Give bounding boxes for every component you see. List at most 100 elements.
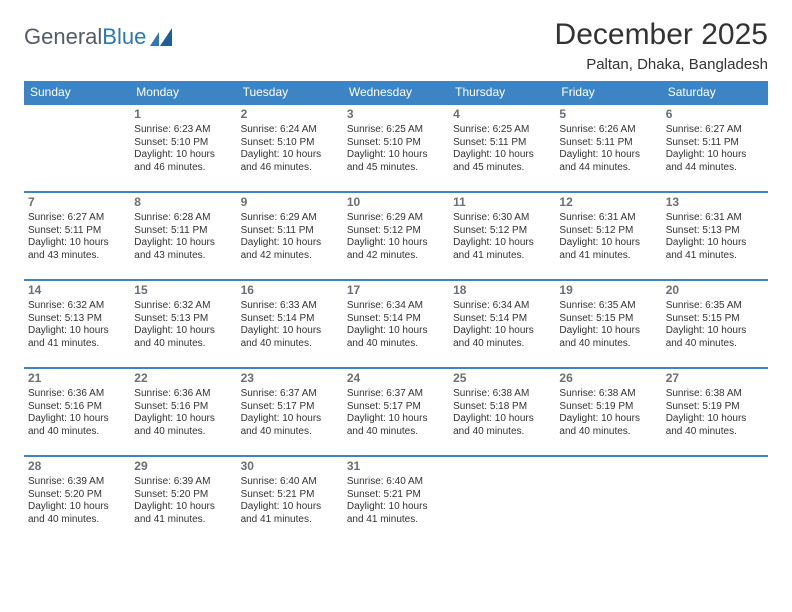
sunrise-text: Sunrise: 6:38 AM xyxy=(666,388,764,401)
daylight-text: Daylight: 10 hours and 40 minutes. xyxy=(134,413,232,438)
day-cell: 13Sunrise: 6:31 AMSunset: 5:13 PMDayligh… xyxy=(662,192,768,280)
sunrise-text: Sunrise: 6:32 AM xyxy=(28,300,126,313)
day-cell: 16Sunrise: 6:33 AMSunset: 5:14 PMDayligh… xyxy=(237,280,343,368)
sunset-text: Sunset: 5:11 PM xyxy=(28,225,126,238)
day-cell: 21Sunrise: 6:36 AMSunset: 5:16 PMDayligh… xyxy=(24,368,130,456)
week-row: 14Sunrise: 6:32 AMSunset: 5:13 PMDayligh… xyxy=(24,280,768,368)
day-number: 17 xyxy=(347,283,445,298)
brand-part1: General xyxy=(24,24,102,49)
daylight-text: Daylight: 10 hours and 40 minutes. xyxy=(666,413,764,438)
sunset-text: Sunset: 5:11 PM xyxy=(241,225,339,238)
sunrise-text: Sunrise: 6:39 AM xyxy=(134,476,232,489)
day-number: 16 xyxy=(241,283,339,298)
sunrise-text: Sunrise: 6:39 AM xyxy=(28,476,126,489)
day-cell: 29Sunrise: 6:39 AMSunset: 5:20 PMDayligh… xyxy=(130,456,236,543)
empty-cell xyxy=(555,456,661,543)
day-number: 18 xyxy=(453,283,551,298)
daylight-text: Daylight: 10 hours and 44 minutes. xyxy=(666,149,764,174)
title-block: December 2025 Paltan, Dhaka, Bangladesh xyxy=(555,18,768,73)
sunset-text: Sunset: 5:12 PM xyxy=(453,225,551,238)
day-cell: 17Sunrise: 6:34 AMSunset: 5:14 PMDayligh… xyxy=(343,280,449,368)
sunrise-text: Sunrise: 6:40 AM xyxy=(241,476,339,489)
sunset-text: Sunset: 5:20 PM xyxy=(28,489,126,502)
sunrise-text: Sunrise: 6:25 AM xyxy=(347,124,445,137)
sunset-text: Sunset: 5:19 PM xyxy=(666,401,764,414)
daylight-text: Daylight: 10 hours and 45 minutes. xyxy=(453,149,551,174)
week-row: 7Sunrise: 6:27 AMSunset: 5:11 PMDaylight… xyxy=(24,192,768,280)
calendar-table: SundayMondayTuesdayWednesdayThursdayFrid… xyxy=(24,81,768,543)
day-header: Friday xyxy=(555,81,661,104)
sunrise-text: Sunrise: 6:24 AM xyxy=(241,124,339,137)
sunrise-text: Sunrise: 6:31 AM xyxy=(559,212,657,225)
daylight-text: Daylight: 10 hours and 40 minutes. xyxy=(241,413,339,438)
sunset-text: Sunset: 5:11 PM xyxy=(134,225,232,238)
day-header: Wednesday xyxy=(343,81,449,104)
daylight-text: Daylight: 10 hours and 42 minutes. xyxy=(347,237,445,262)
day-cell: 9Sunrise: 6:29 AMSunset: 5:11 PMDaylight… xyxy=(237,192,343,280)
sunrise-text: Sunrise: 6:23 AM xyxy=(134,124,232,137)
calendar-head: SundayMondayTuesdayWednesdayThursdayFrid… xyxy=(24,81,768,104)
sunrise-text: Sunrise: 6:29 AM xyxy=(347,212,445,225)
day-number: 13 xyxy=(666,195,764,210)
empty-cell xyxy=(449,456,555,543)
day-cell: 18Sunrise: 6:34 AMSunset: 5:14 PMDayligh… xyxy=(449,280,555,368)
day-cell: 20Sunrise: 6:35 AMSunset: 5:15 PMDayligh… xyxy=(662,280,768,368)
sunset-text: Sunset: 5:13 PM xyxy=(666,225,764,238)
day-number: 25 xyxy=(453,371,551,386)
sunset-text: Sunset: 5:20 PM xyxy=(134,489,232,502)
sunrise-text: Sunrise: 6:34 AM xyxy=(453,300,551,313)
day-number: 3 xyxy=(347,107,445,122)
brand-part2: Blue xyxy=(102,24,146,49)
day-number: 7 xyxy=(28,195,126,210)
day-number: 30 xyxy=(241,459,339,474)
daylight-text: Daylight: 10 hours and 41 minutes. xyxy=(28,325,126,350)
sunset-text: Sunset: 5:13 PM xyxy=(134,313,232,326)
day-cell: 4Sunrise: 6:25 AMSunset: 5:11 PMDaylight… xyxy=(449,104,555,192)
day-number: 26 xyxy=(559,371,657,386)
day-cell: 31Sunrise: 6:40 AMSunset: 5:21 PMDayligh… xyxy=(343,456,449,543)
day-cell: 2Sunrise: 6:24 AMSunset: 5:10 PMDaylight… xyxy=(237,104,343,192)
day-cell: 22Sunrise: 6:36 AMSunset: 5:16 PMDayligh… xyxy=(130,368,236,456)
sunset-text: Sunset: 5:10 PM xyxy=(241,137,339,150)
sunrise-text: Sunrise: 6:29 AM xyxy=(241,212,339,225)
day-header-row: SundayMondayTuesdayWednesdayThursdayFrid… xyxy=(24,81,768,104)
sunrise-text: Sunrise: 6:38 AM xyxy=(453,388,551,401)
daylight-text: Daylight: 10 hours and 43 minutes. xyxy=(134,237,232,262)
sunrise-text: Sunrise: 6:34 AM xyxy=(347,300,445,313)
calendar-body: 1Sunrise: 6:23 AMSunset: 5:10 PMDaylight… xyxy=(24,104,768,543)
sunset-text: Sunset: 5:13 PM xyxy=(28,313,126,326)
sunrise-text: Sunrise: 6:37 AM xyxy=(347,388,445,401)
sunset-text: Sunset: 5:12 PM xyxy=(347,225,445,238)
sunrise-text: Sunrise: 6:36 AM xyxy=(28,388,126,401)
day-number: 24 xyxy=(347,371,445,386)
day-cell: 28Sunrise: 6:39 AMSunset: 5:20 PMDayligh… xyxy=(24,456,130,543)
day-number: 27 xyxy=(666,371,764,386)
sunrise-text: Sunrise: 6:32 AM xyxy=(134,300,232,313)
day-cell: 26Sunrise: 6:38 AMSunset: 5:19 PMDayligh… xyxy=(555,368,661,456)
week-row: 21Sunrise: 6:36 AMSunset: 5:16 PMDayligh… xyxy=(24,368,768,456)
day-cell: 5Sunrise: 6:26 AMSunset: 5:11 PMDaylight… xyxy=(555,104,661,192)
sunrise-text: Sunrise: 6:26 AM xyxy=(559,124,657,137)
sunset-text: Sunset: 5:11 PM xyxy=(666,137,764,150)
daylight-text: Daylight: 10 hours and 43 minutes. xyxy=(28,237,126,262)
header: GeneralBlue December 2025 Paltan, Dhaka,… xyxy=(24,18,768,73)
sunrise-text: Sunrise: 6:28 AM xyxy=(134,212,232,225)
sunset-text: Sunset: 5:18 PM xyxy=(453,401,551,414)
calendar-page: GeneralBlue December 2025 Paltan, Dhaka,… xyxy=(0,0,792,561)
sunrise-text: Sunrise: 6:30 AM xyxy=(453,212,551,225)
day-number: 19 xyxy=(559,283,657,298)
daylight-text: Daylight: 10 hours and 41 minutes. xyxy=(559,237,657,262)
day-header: Monday xyxy=(130,81,236,104)
daylight-text: Daylight: 10 hours and 41 minutes. xyxy=(453,237,551,262)
daylight-text: Daylight: 10 hours and 40 minutes. xyxy=(453,325,551,350)
brand-logo: GeneralBlue xyxy=(24,24,172,50)
daylight-text: Daylight: 10 hours and 40 minutes. xyxy=(134,325,232,350)
daylight-text: Daylight: 10 hours and 41 minutes. xyxy=(347,501,445,526)
day-cell: 25 Sunrise: 6:38 AMSunset: 5:18 PMDayligh… xyxy=(449,368,555,456)
daylight-text: Daylight: 10 hours and 40 minutes. xyxy=(453,413,551,438)
sunrise-text: Sunrise: 6:36 AM xyxy=(134,388,232,401)
day-cell: 7Sunrise: 6:27 AMSunset: 5:11 PMDaylight… xyxy=(24,192,130,280)
day-cell: 10Sunrise: 6:29 AMSunset: 5:12 PMDayligh… xyxy=(343,192,449,280)
day-number: 22 xyxy=(134,371,232,386)
month-title: December 2025 xyxy=(555,18,768,52)
